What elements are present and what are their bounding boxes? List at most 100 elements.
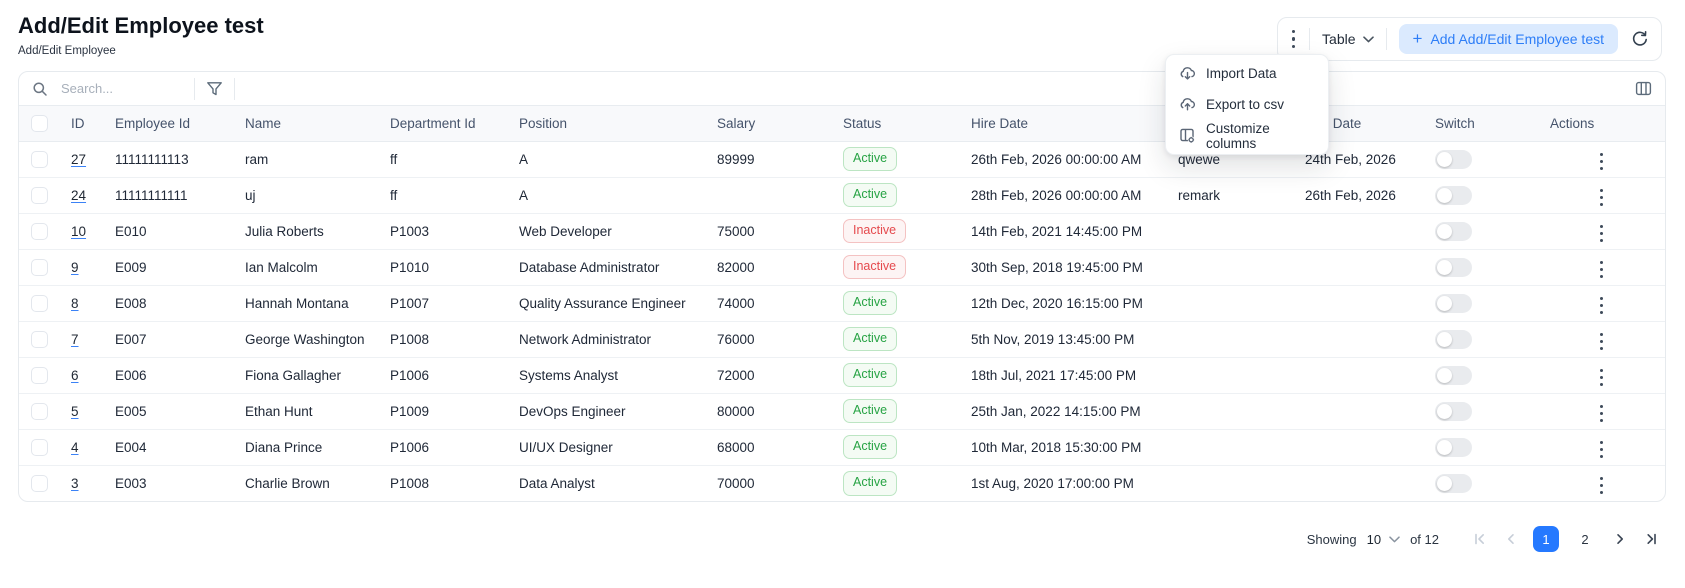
column-header-position[interactable]: Position [507,106,705,142]
page-size-select[interactable]: 10 [1367,532,1400,547]
cell-name: Hannah Montana [245,295,349,311]
status-badge: Active [843,290,898,316]
cell-actions [1538,465,1665,501]
row-checkbox[interactable] [30,402,48,420]
cell-actions [1538,213,1665,249]
first-page-icon[interactable] [1471,530,1489,548]
cell-department-id: ff [390,151,398,167]
last-page-icon[interactable] [1642,530,1660,548]
row-checkbox[interactable] [30,258,48,276]
row-checkbox[interactable] [30,438,48,456]
page-subtitle: Add/Edit Employee [18,45,116,57]
row-switch-toggle[interactable] [1435,401,1472,421]
row-checkbox[interactable] [30,186,48,204]
toolbar-kebab-menu-icon[interactable] [1290,27,1298,50]
row-switch-toggle[interactable] [1435,365,1472,385]
previous-page-icon[interactable] [1502,530,1520,548]
next-page-icon[interactable] [1611,530,1629,548]
cell-remark [1166,465,1293,501]
row-id-link[interactable]: 5 [71,403,79,419]
status-badge: Active [843,326,898,352]
row-checkbox[interactable] [30,474,48,492]
select-all-checkbox[interactable] [30,114,48,132]
cell-end-date [1293,321,1423,357]
cell-end-date [1293,357,1423,393]
table-row: 10 E010 Julia Roberts P1003 Web Developer 750… [19,213,1665,249]
row-switch-toggle[interactable] [1435,149,1472,169]
page-button-1[interactable]: 1 [1533,526,1559,552]
cell-switch [1423,177,1538,213]
row-checkbox[interactable] [30,366,48,384]
row-switch-toggle[interactable] [1435,329,1472,349]
cell-switch [1423,249,1538,285]
cell-end-date [1293,429,1423,465]
columns-view-icon[interactable] [1635,80,1652,97]
row-switch-toggle[interactable] [1435,293,1472,313]
row-actions-kebab-icon[interactable] [1596,149,1607,174]
row-switch-toggle[interactable] [1435,221,1472,241]
column-header-department-id[interactable]: Department Id [378,106,507,142]
column-header-actions[interactable]: Actions [1538,106,1665,142]
cell-salary: 74000 [717,295,755,311]
cell-hire-date: 26th Feb, 2026 00:00:00 AM [971,151,1142,167]
add-record-button[interactable]: + Add Add/Edit Employee test [1398,24,1618,54]
cell-position: Quality Assurance Engineer [519,295,686,311]
divider [1309,28,1311,50]
refresh-icon[interactable] [1630,30,1649,49]
column-header-employee-id[interactable]: Employee Id [103,106,233,142]
cell-actions [1538,249,1665,285]
cell-department-id: P1007 [390,295,430,311]
row-switch-toggle[interactable] [1435,185,1472,205]
row-actions-kebab-icon[interactable] [1596,293,1607,318]
cell-status: Active [831,141,959,177]
column-header-status[interactable]: Status [831,106,959,142]
column-header-id[interactable]: ID [59,106,103,142]
row-actions-kebab-icon[interactable] [1596,365,1607,390]
row-id-link[interactable]: 27 [71,151,87,167]
row-checkbox[interactable] [30,330,48,348]
view-mode-dropdown[interactable]: Table [1322,31,1374,47]
row-actions-kebab-icon[interactable] [1596,329,1607,354]
page-button-2[interactable]: 2 [1581,531,1589,547]
row-id-link[interactable]: 10 [71,223,87,239]
menu-item-import-data[interactable]: Import Data [1166,58,1328,89]
row-id-link[interactable]: 4 [71,439,79,455]
cell-id: 6 [59,357,103,393]
cell-department-id: P1006 [390,367,430,383]
column-header-switch[interactable]: Switch [1423,106,1538,142]
table-row: 9 E009 Ian Malcolm P1010 Database Administra… [19,249,1665,285]
row-id-link[interactable]: 6 [71,367,79,383]
row-switch-toggle[interactable] [1435,257,1472,277]
menu-item-customize-columns[interactable]: Customize columns [1166,120,1328,151]
row-checkbox[interactable] [30,222,48,240]
row-actions-kebab-icon[interactable] [1596,473,1607,498]
cell-status: Active [831,429,959,465]
row-actions-kebab-icon[interactable] [1596,185,1607,210]
column-header-hire-date[interactable]: Hire Date [959,106,1166,142]
row-checkbox[interactable] [30,150,48,168]
cell-department-id: P1010 [390,259,430,275]
column-header-name[interactable]: Name [233,106,378,142]
cell-switch [1423,357,1538,393]
row-actions-kebab-icon[interactable] [1596,257,1607,282]
cell-position: Data Analyst [519,475,595,491]
row-actions-kebab-icon[interactable] [1596,437,1607,462]
row-actions-kebab-icon[interactable] [1596,401,1607,426]
row-id-link[interactable]: 7 [71,331,79,347]
row-checkbox[interactable] [30,294,48,312]
row-id-link[interactable]: 24 [71,187,87,203]
cell-salary: 72000 [717,367,755,383]
row-id-link[interactable]: 9 [71,259,79,275]
row-switch-toggle[interactable] [1435,473,1472,493]
row-id-link[interactable]: 3 [71,475,79,491]
menu-item-export-csv[interactable]: Export to csv [1166,89,1328,120]
row-id-link[interactable]: 8 [71,295,79,311]
table-header-row: ID Employee Id Name Department Id Positi… [19,106,1665,142]
cell-remark [1166,285,1293,321]
column-header-salary[interactable]: Salary [705,106,831,142]
cell-department-id: P1009 [390,403,430,419]
row-actions-kebab-icon[interactable] [1596,221,1607,246]
filter-funnel-icon[interactable] [206,81,223,97]
search-input[interactable] [59,80,183,97]
row-switch-toggle[interactable] [1435,437,1472,457]
